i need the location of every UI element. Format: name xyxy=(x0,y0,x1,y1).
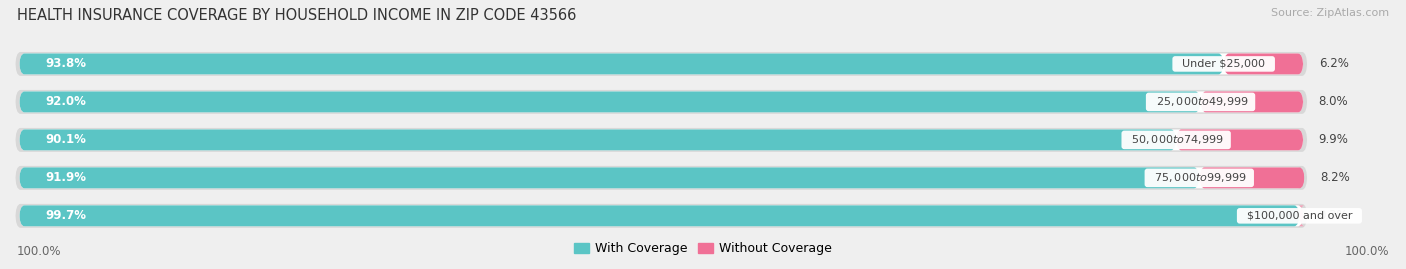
FancyBboxPatch shape xyxy=(15,204,1308,228)
Text: Source: ZipAtlas.com: Source: ZipAtlas.com xyxy=(1271,8,1389,18)
FancyBboxPatch shape xyxy=(1199,167,1305,188)
FancyBboxPatch shape xyxy=(20,91,1303,112)
FancyBboxPatch shape xyxy=(20,129,1177,150)
Text: 100.0%: 100.0% xyxy=(1344,245,1389,258)
FancyBboxPatch shape xyxy=(20,167,1303,188)
FancyBboxPatch shape xyxy=(20,91,1201,112)
Text: $75,000 to $99,999: $75,000 to $99,999 xyxy=(1147,171,1251,184)
Text: 92.0%: 92.0% xyxy=(45,95,86,108)
Text: $50,000 to $74,999: $50,000 to $74,999 xyxy=(1125,133,1227,146)
Text: Under $25,000: Under $25,000 xyxy=(1175,59,1272,69)
FancyBboxPatch shape xyxy=(20,54,1223,74)
FancyBboxPatch shape xyxy=(15,90,1308,114)
Text: 100.0%: 100.0% xyxy=(17,245,62,258)
FancyBboxPatch shape xyxy=(1223,54,1303,74)
FancyBboxPatch shape xyxy=(20,129,1303,150)
FancyBboxPatch shape xyxy=(20,54,1303,74)
FancyBboxPatch shape xyxy=(1298,206,1305,226)
Text: 99.7%: 99.7% xyxy=(45,209,86,222)
FancyBboxPatch shape xyxy=(20,206,1299,226)
Text: 6.2%: 6.2% xyxy=(1319,57,1348,70)
Text: 8.0%: 8.0% xyxy=(1319,95,1348,108)
FancyBboxPatch shape xyxy=(15,128,1308,152)
Legend: With Coverage, Without Coverage: With Coverage, Without Coverage xyxy=(569,237,837,260)
Text: 91.9%: 91.9% xyxy=(45,171,86,184)
FancyBboxPatch shape xyxy=(15,52,1308,76)
Text: $25,000 to $49,999: $25,000 to $49,999 xyxy=(1149,95,1253,108)
FancyBboxPatch shape xyxy=(20,206,1303,226)
Text: 9.9%: 9.9% xyxy=(1319,133,1348,146)
FancyBboxPatch shape xyxy=(20,167,1199,188)
Text: 0.3%: 0.3% xyxy=(1319,209,1348,222)
Text: $100,000 and over: $100,000 and over xyxy=(1240,211,1360,221)
FancyBboxPatch shape xyxy=(1177,129,1303,150)
FancyBboxPatch shape xyxy=(1201,91,1303,112)
Text: 8.2%: 8.2% xyxy=(1320,171,1350,184)
Text: HEALTH INSURANCE COVERAGE BY HOUSEHOLD INCOME IN ZIP CODE 43566: HEALTH INSURANCE COVERAGE BY HOUSEHOLD I… xyxy=(17,8,576,23)
FancyBboxPatch shape xyxy=(15,166,1308,190)
Text: 93.8%: 93.8% xyxy=(45,57,86,70)
Text: 90.1%: 90.1% xyxy=(45,133,86,146)
